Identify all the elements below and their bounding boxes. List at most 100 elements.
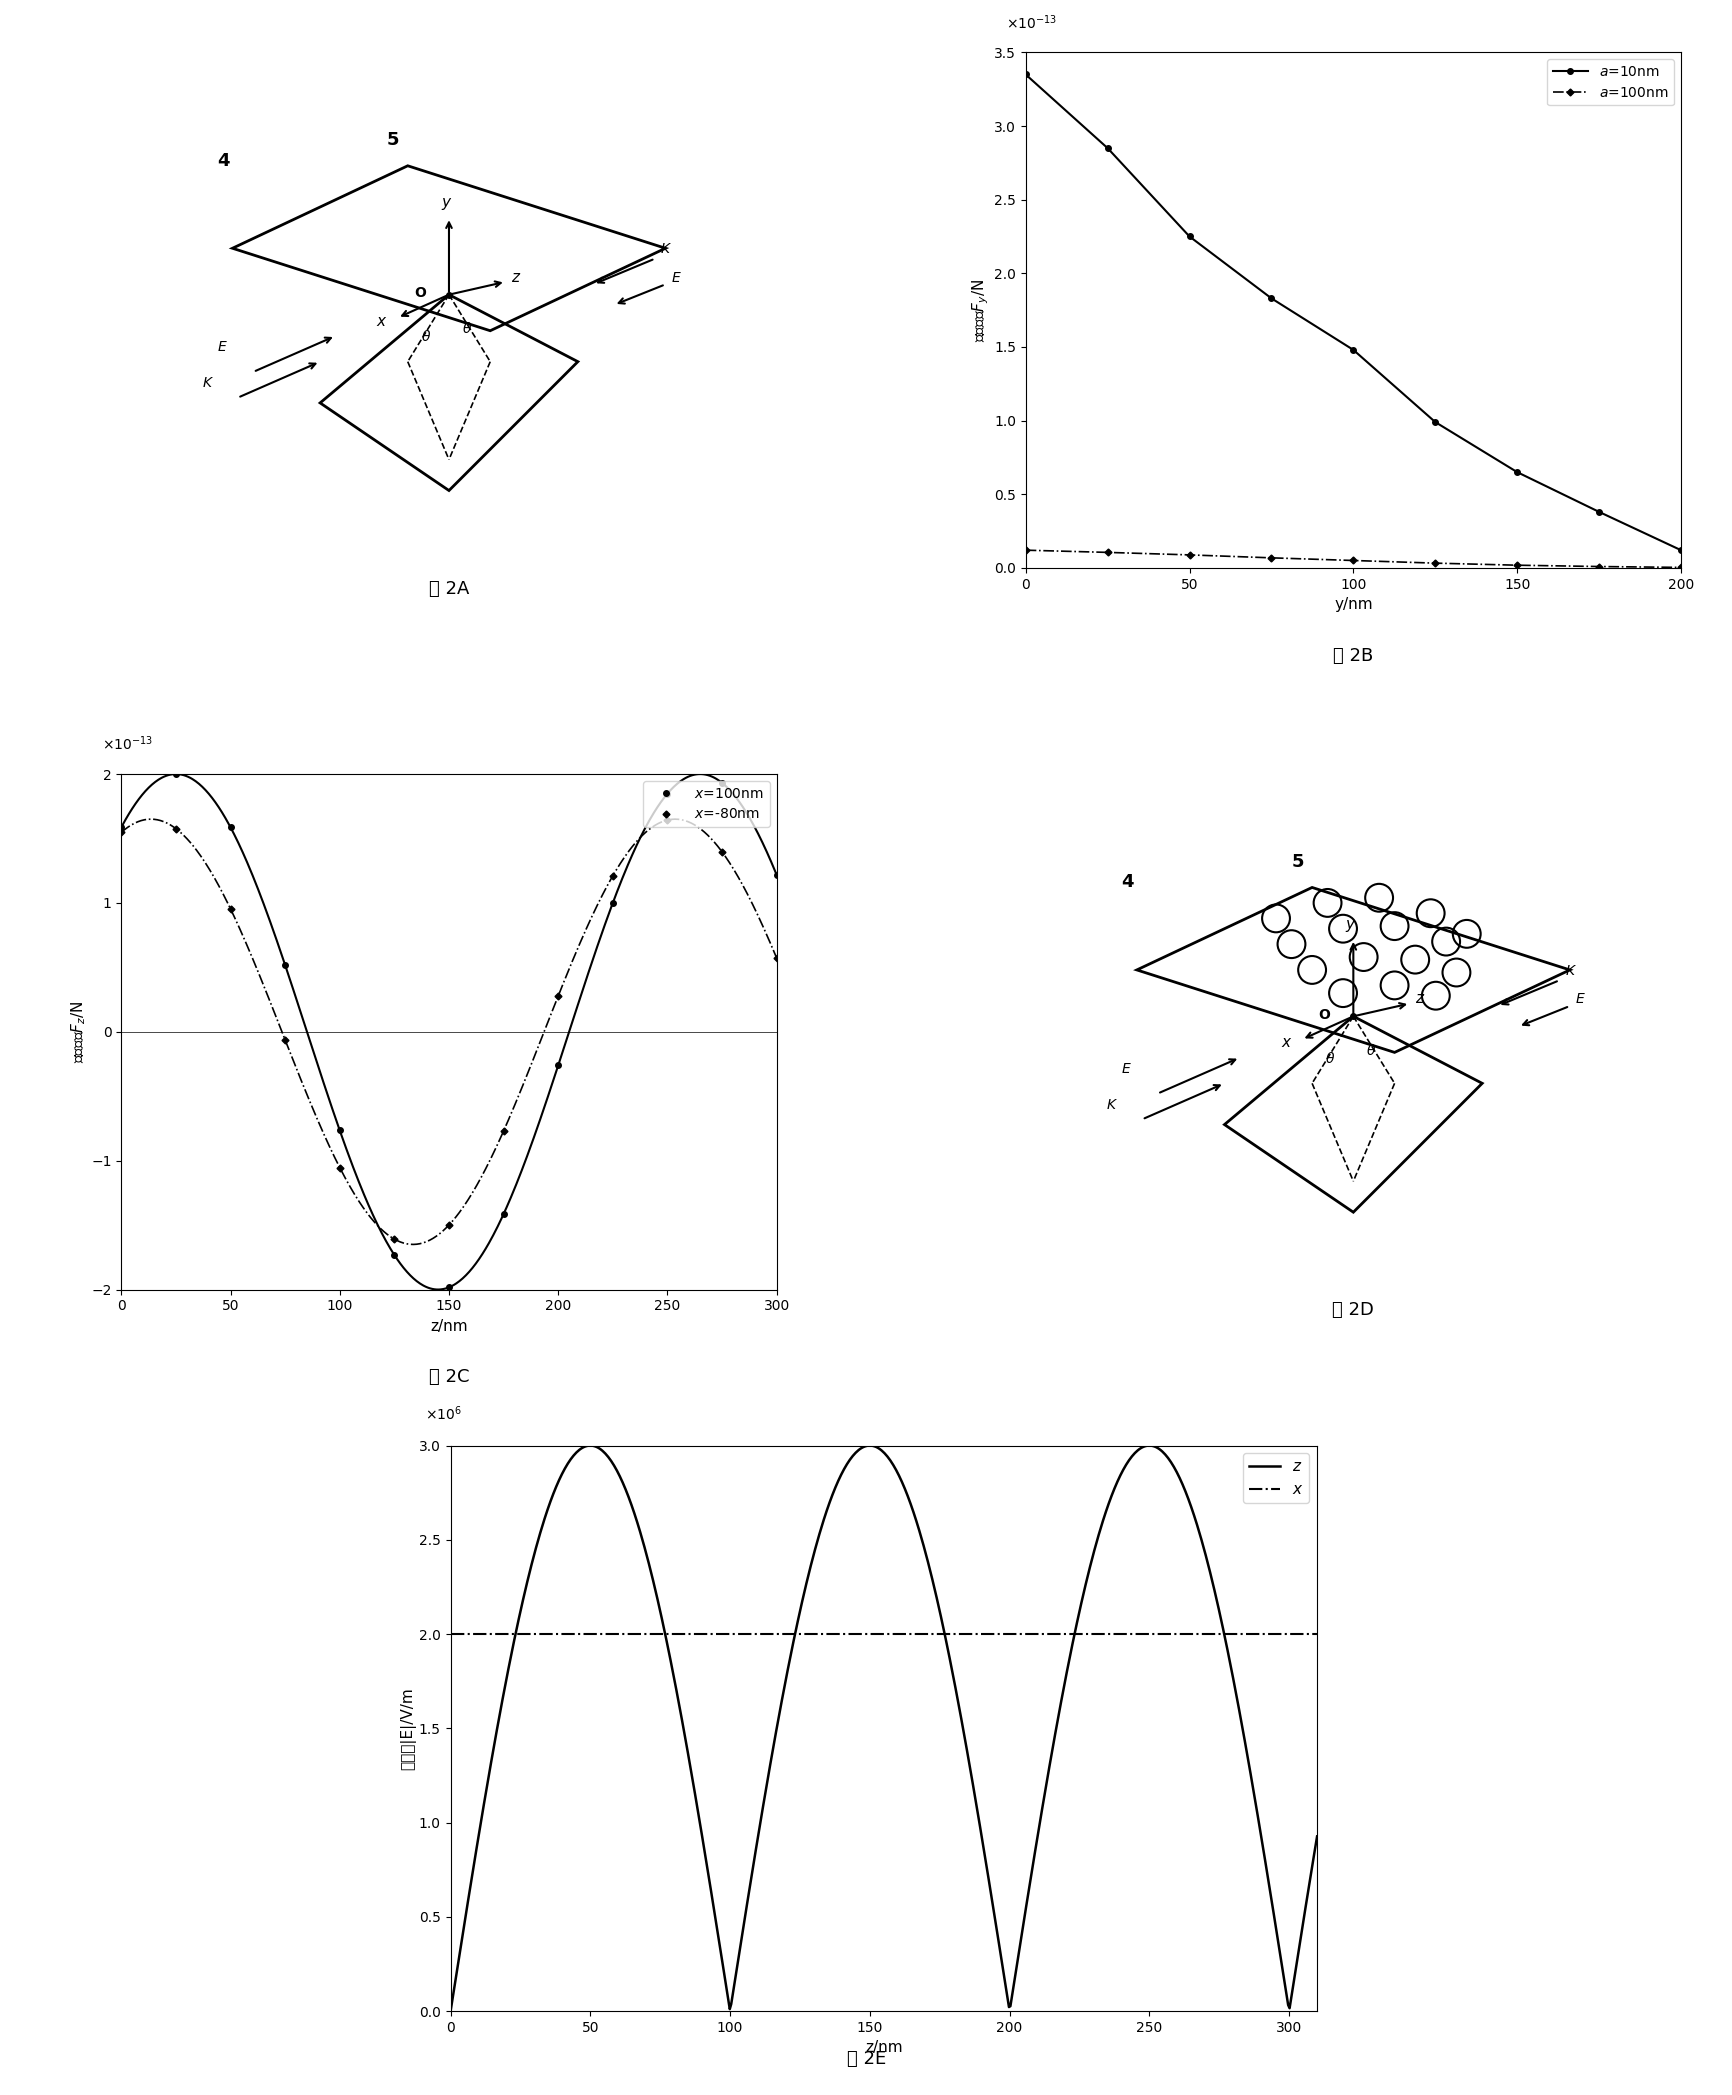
- Text: 图 2A: 图 2A: [428, 580, 469, 597]
- $x$=-80nm: [329, 1154, 350, 1179]
- Text: 4: 4: [216, 151, 229, 170]
- $x$: [1018, 1622, 1039, 1647]
- $x$=-80nm: [385, 1226, 405, 1251]
- $z$: [831, 1460, 852, 1485]
- Text: $\times 10^{6}$: $\times 10^{6}$: [424, 1404, 461, 1423]
- $x$=100nm: [766, 863, 786, 888]
- $a$=10nm: [1424, 409, 1444, 434]
- Text: $K$: $K$: [660, 243, 672, 256]
- Line: $a$=10nm: $a$=10nm: [1022, 71, 1684, 553]
- $x$=100nm: [438, 1274, 459, 1299]
- Line: $x$=-80nm: $x$=-80nm: [120, 817, 779, 1242]
- $a$=100nm: [1424, 551, 1444, 576]
- Text: $y$: $y$: [1344, 918, 1356, 934]
- $z$: [1018, 1875, 1039, 1900]
- $x$=100nm: [166, 760, 187, 786]
- $x$=-80nm: [766, 945, 786, 970]
- Y-axis label: 梯度力，$F_z$/N: 梯度力，$F_z$/N: [69, 1001, 88, 1062]
- Text: $E$: $E$: [1121, 1062, 1131, 1077]
- Text: $\theta$: $\theta$: [1365, 1043, 1375, 1058]
- Text: $x$: $x$: [1280, 1035, 1292, 1050]
- $x$: [663, 1622, 684, 1647]
- Text: $z$: $z$: [1415, 991, 1425, 1006]
- Line: $x$=100nm: $x$=100nm: [118, 771, 779, 1291]
- $z$: [592, 1439, 613, 1464]
- $x$=100nm: [111, 815, 132, 840]
- Text: 5: 5: [386, 132, 400, 149]
- $x$: [1091, 1622, 1112, 1647]
- Line: $a$=100nm: $a$=100nm: [1022, 547, 1682, 570]
- Text: 5: 5: [1290, 853, 1302, 872]
- $z$: [663, 1661, 684, 1686]
- $x$: [831, 1622, 852, 1647]
- Line: $z$: $z$: [450, 1446, 1316, 2011]
- Text: 图 2E: 图 2E: [847, 2049, 885, 2068]
- $z$: [951, 1705, 972, 1730]
- $x$=-80nm: [712, 840, 733, 865]
- Text: $\theta$: $\theta$: [1325, 1052, 1334, 1066]
- Text: $K$: $K$: [201, 377, 213, 390]
- Text: $E$: $E$: [1574, 993, 1585, 1006]
- $x$=-80nm: [111, 819, 132, 844]
- $z$: [1138, 1433, 1159, 1458]
- X-axis label: z/nm: z/nm: [430, 1320, 468, 1335]
- $x$=-80nm: [275, 1027, 296, 1052]
- Y-axis label: 电场，|E|/V/m: 电场，|E|/V/m: [400, 1686, 416, 1770]
- $a$=100nm: [1261, 545, 1282, 570]
- Legend: $x$=100nm, $x$=-80nm: $x$=100nm, $x$=-80nm: [643, 781, 769, 828]
- $x$: [440, 1622, 461, 1647]
- Text: $x$: $x$: [376, 314, 388, 329]
- $x$=-80nm: [438, 1213, 459, 1238]
- $x$=-80nm: [656, 807, 677, 832]
- $a$=10nm: [1670, 538, 1690, 564]
- X-axis label: z/nm: z/nm: [864, 2041, 902, 2055]
- $x$=100nm: [275, 953, 296, 978]
- Text: $E$: $E$: [670, 270, 681, 285]
- $a$=10nm: [1261, 285, 1282, 310]
- Text: $z$: $z$: [511, 270, 521, 285]
- $x$=100nm: [329, 1119, 350, 1144]
- $a$=10nm: [1342, 337, 1363, 362]
- $a$=10nm: [1178, 224, 1199, 249]
- $x$=-80nm: [603, 863, 624, 888]
- X-axis label: y/nm: y/nm: [1334, 597, 1372, 612]
- $a$=100nm: [1505, 553, 1526, 578]
- $z$: [440, 1999, 461, 2024]
- Legend: $a$=10nm, $a$=100nm: $a$=10nm, $a$=100nm: [1547, 59, 1673, 105]
- $x$=100nm: [603, 890, 624, 916]
- $x$=100nm: [547, 1054, 568, 1079]
- $x$=100nm: [712, 771, 733, 796]
- $a$=100nm: [1015, 538, 1036, 564]
- Text: $K$: $K$: [1564, 964, 1576, 978]
- $a$=100nm: [1096, 541, 1117, 566]
- $a$=10nm: [1588, 499, 1609, 524]
- $a$=100nm: [1342, 549, 1363, 574]
- $a$=100nm: [1588, 553, 1609, 578]
- $a$=10nm: [1505, 459, 1526, 484]
- $a$=10nm: [1096, 136, 1117, 161]
- Text: $\theta$: $\theta$: [462, 321, 471, 337]
- $x$=100nm: [656, 781, 677, 807]
- $x$=-80nm: [220, 897, 241, 922]
- Text: 图 2B: 图 2B: [1332, 647, 1373, 664]
- $z$: [1306, 1825, 1327, 1850]
- Text: $E$: $E$: [216, 339, 227, 354]
- Text: 图 2C: 图 2C: [428, 1368, 469, 1387]
- $x$: [951, 1622, 972, 1647]
- $x$=100nm: [385, 1242, 405, 1267]
- Text: $y$: $y$: [440, 197, 452, 212]
- $x$=-80nm: [547, 983, 568, 1008]
- $a$=100nm: [1670, 555, 1690, 580]
- $x$=100nm: [220, 815, 241, 840]
- Text: 4: 4: [1121, 874, 1133, 892]
- Text: O: O: [414, 287, 426, 300]
- Text: $K$: $K$: [1105, 1098, 1117, 1112]
- $x$=-80nm: [494, 1119, 514, 1144]
- Y-axis label: 梯度力，$F_y$/N: 梯度力，$F_y$/N: [970, 279, 991, 341]
- Text: $\times 10^{-13}$: $\times 10^{-13}$: [102, 735, 152, 754]
- $a$=100nm: [1178, 543, 1199, 568]
- $x$=-80nm: [166, 817, 187, 842]
- Text: O: O: [1318, 1008, 1330, 1022]
- Legend: $z$, $x$: $z$, $x$: [1242, 1454, 1309, 1502]
- $x$=100nm: [494, 1200, 514, 1226]
